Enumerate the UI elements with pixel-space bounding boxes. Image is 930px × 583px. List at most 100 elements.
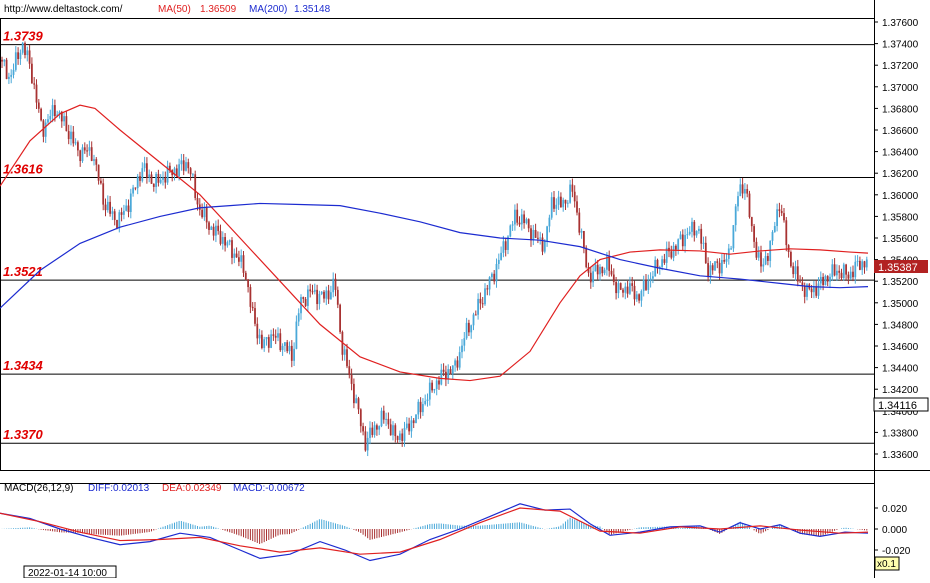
site-url: http://www.deltastock.com/ — [4, 4, 123, 15]
candle-body — [463, 338, 466, 346]
candle-body — [748, 193, 751, 218]
candle-body — [679, 234, 682, 240]
price-tick-label: 1.36000 — [882, 191, 919, 202]
candle-body — [684, 235, 686, 247]
candle-body — [330, 292, 332, 300]
candle-body — [238, 257, 240, 262]
candle-body — [548, 217, 551, 227]
candle-body — [711, 265, 714, 271]
price-tick-label: 1.33600 — [882, 450, 919, 461]
price-tick-label: 1.34600 — [882, 342, 919, 353]
candle-body — [189, 168, 192, 175]
candle-body — [10, 74, 13, 77]
candle-body — [405, 423, 408, 428]
candle-body — [120, 212, 123, 215]
candle-body — [691, 221, 693, 232]
candle-body — [67, 131, 70, 140]
candle-body — [251, 306, 254, 309]
candle-body — [532, 229, 535, 241]
level-label: 1.3521 — [3, 264, 43, 279]
candle-body — [17, 52, 19, 59]
candle-body — [274, 335, 277, 338]
candle-body — [617, 283, 620, 294]
candle-body — [486, 288, 489, 290]
macd-tick-label: -0.020 — [882, 546, 911, 557]
candle-body — [281, 345, 284, 351]
candle-body — [746, 189, 749, 194]
candle-body — [364, 431, 367, 451]
candle-body — [249, 287, 252, 307]
candle-body — [399, 433, 401, 441]
price-tick-label: 1.37600 — [882, 18, 919, 29]
candle-body — [527, 219, 530, 229]
candle-body — [74, 142, 77, 144]
candle-body — [88, 147, 91, 151]
candle-body — [783, 213, 785, 221]
candle-body — [359, 409, 362, 427]
level-label: 1.3370 — [3, 427, 44, 442]
price-tick-label: 1.34800 — [882, 320, 919, 331]
candle-body — [389, 424, 392, 436]
candle-body — [686, 234, 689, 236]
candle-body — [438, 380, 440, 385]
candle-body — [244, 272, 247, 280]
candle-body — [31, 63, 33, 84]
candle-body — [778, 209, 781, 211]
candle-body — [228, 240, 231, 243]
candle-body — [626, 286, 629, 294]
candle-body — [757, 252, 760, 258]
zoom-level[interactable]: x0.1 — [877, 559, 896, 570]
candle-body — [376, 425, 378, 430]
candle-body — [859, 260, 861, 270]
candle-body — [518, 222, 521, 225]
candle-body — [118, 212, 121, 229]
candle-body — [125, 205, 128, 211]
candle-body — [645, 279, 647, 290]
candle-body — [70, 131, 72, 140]
candle-body — [852, 271, 854, 278]
candle-body — [233, 253, 236, 258]
candle-body — [792, 266, 795, 275]
candle-body — [647, 281, 650, 290]
candle-body — [433, 388, 436, 391]
candle-body — [744, 189, 746, 194]
candle-body — [100, 180, 102, 184]
candle-body — [477, 298, 479, 315]
candle-body — [327, 290, 330, 300]
main-plot-frame — [0, 18, 875, 471]
candle-body — [79, 150, 82, 162]
candle-body — [578, 212, 581, 233]
candle-body — [155, 173, 157, 187]
candle-body — [629, 283, 631, 294]
candle-body — [654, 259, 657, 277]
candle-body — [159, 179, 162, 183]
candle-body — [709, 265, 712, 278]
price-tick-label: 1.36400 — [882, 148, 919, 159]
candle-body — [307, 289, 309, 306]
candle-body — [267, 337, 270, 348]
candle-body — [134, 187, 137, 189]
candle-body — [311, 291, 314, 293]
candle-body — [132, 187, 134, 194]
zoom-badge[interactable] — [874, 556, 900, 571]
candle-body — [286, 342, 289, 352]
candle-body — [26, 50, 29, 56]
candle-body — [169, 165, 171, 171]
candle-body — [24, 42, 26, 56]
level-label: 1.3434 — [3, 358, 44, 373]
candle-body — [481, 303, 484, 305]
candle-body — [435, 380, 438, 389]
candle-body — [707, 263, 709, 278]
candle-body — [612, 274, 615, 282]
candle-body — [341, 331, 344, 355]
candle-body — [426, 399, 429, 401]
candle-body — [316, 289, 318, 305]
candle-body — [635, 294, 638, 300]
candle-body — [240, 255, 243, 262]
candle-body — [500, 252, 502, 260]
candle-body — [339, 304, 341, 332]
candle-body — [403, 427, 406, 441]
candle-body — [769, 240, 772, 261]
